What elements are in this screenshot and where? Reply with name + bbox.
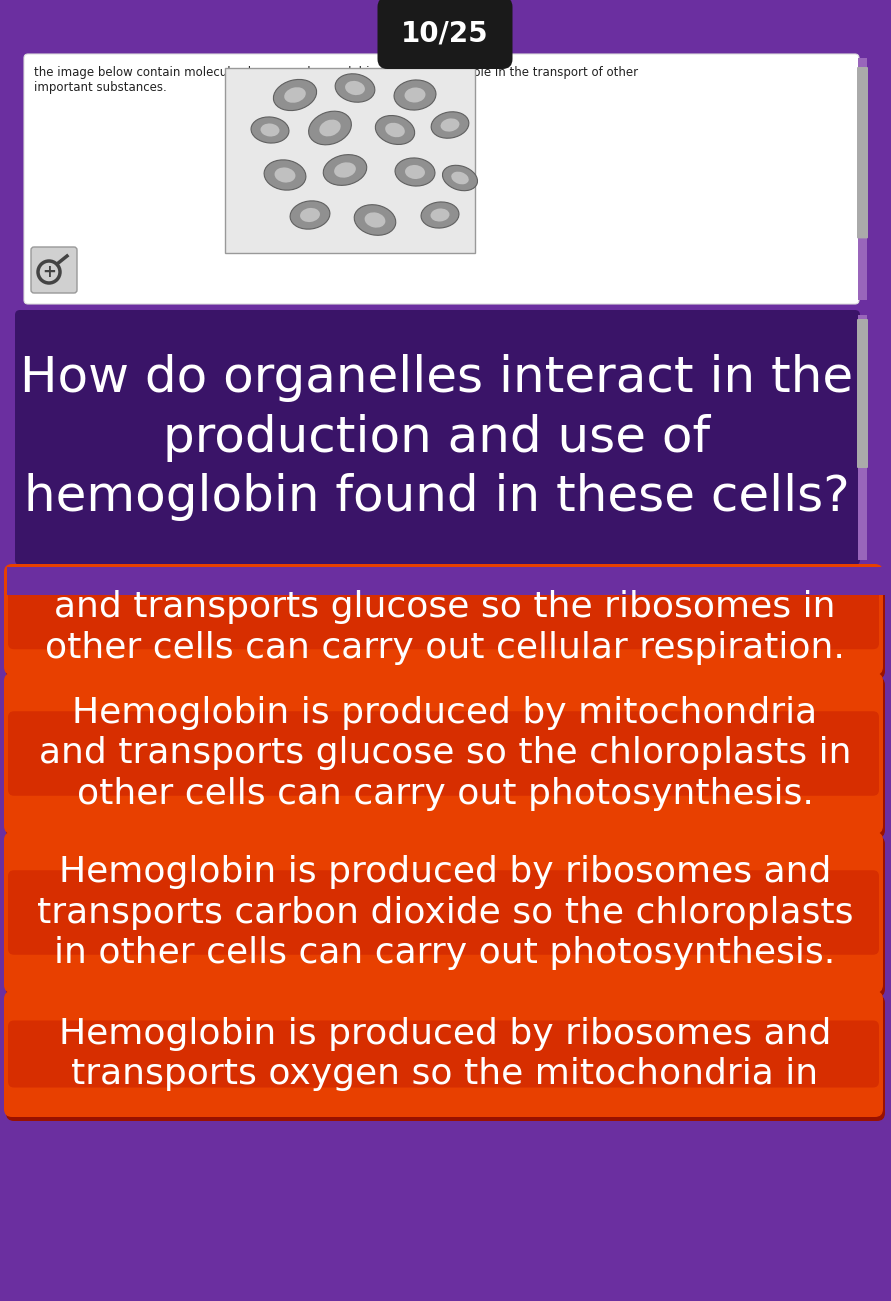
FancyBboxPatch shape xyxy=(6,837,885,997)
FancyBboxPatch shape xyxy=(6,995,885,1121)
Text: Hemoglobin is produced by ribosomes and
transports oxygen so the mitochondria in: Hemoglobin is produced by ribosomes and … xyxy=(59,1016,831,1092)
Ellipse shape xyxy=(375,116,414,144)
Ellipse shape xyxy=(274,168,296,182)
Ellipse shape xyxy=(334,163,356,178)
Ellipse shape xyxy=(443,165,478,191)
FancyBboxPatch shape xyxy=(6,569,885,679)
Text: 10/25: 10/25 xyxy=(401,20,489,47)
Ellipse shape xyxy=(405,87,426,103)
Ellipse shape xyxy=(251,117,289,143)
Text: +: + xyxy=(42,263,56,281)
FancyBboxPatch shape xyxy=(8,589,879,649)
Ellipse shape xyxy=(284,87,306,103)
FancyBboxPatch shape xyxy=(24,55,859,304)
Ellipse shape xyxy=(395,157,435,186)
Ellipse shape xyxy=(394,79,436,111)
FancyBboxPatch shape xyxy=(31,247,77,293)
FancyBboxPatch shape xyxy=(8,1020,879,1088)
FancyBboxPatch shape xyxy=(857,319,868,468)
FancyBboxPatch shape xyxy=(378,0,512,69)
FancyBboxPatch shape xyxy=(6,677,885,838)
Text: and transports glucose so the ribosomes in
other cells can carry out cellular re: and transports glucose so the ribosomes … xyxy=(45,591,845,665)
Ellipse shape xyxy=(290,200,330,229)
Ellipse shape xyxy=(431,112,469,138)
Bar xyxy=(858,59,867,301)
FancyBboxPatch shape xyxy=(4,991,883,1118)
Ellipse shape xyxy=(308,111,351,144)
FancyBboxPatch shape xyxy=(4,833,883,993)
Ellipse shape xyxy=(364,212,386,228)
Text: How do organelles interact in the
production and use of
hemoglobin found in thes: How do organelles interact in the produc… xyxy=(20,354,854,520)
Text: Hemoglobin is produced by mitochondria
and transports glucose so the chloroplast: Hemoglobin is produced by mitochondria a… xyxy=(38,696,851,812)
Ellipse shape xyxy=(440,118,460,131)
Ellipse shape xyxy=(405,165,425,180)
FancyBboxPatch shape xyxy=(4,565,883,675)
Ellipse shape xyxy=(421,202,459,228)
Ellipse shape xyxy=(335,74,375,103)
Ellipse shape xyxy=(323,155,367,185)
Ellipse shape xyxy=(385,122,405,137)
FancyBboxPatch shape xyxy=(8,870,879,955)
Ellipse shape xyxy=(274,79,316,111)
FancyBboxPatch shape xyxy=(8,712,879,796)
Ellipse shape xyxy=(260,124,280,137)
Ellipse shape xyxy=(264,160,306,190)
Bar xyxy=(225,68,475,252)
Ellipse shape xyxy=(451,172,469,185)
Text: the image below contain molecules known as hemoglobin, which plays a role in the: the image below contain molecules known … xyxy=(34,66,638,94)
Ellipse shape xyxy=(300,208,320,222)
Ellipse shape xyxy=(345,81,365,95)
FancyBboxPatch shape xyxy=(4,673,883,834)
Ellipse shape xyxy=(355,204,396,235)
Text: Hemoglobin is produced by ribosomes and
transports carbon dioxide so the chlorop: Hemoglobin is produced by ribosomes and … xyxy=(37,855,854,971)
FancyBboxPatch shape xyxy=(857,66,868,238)
Ellipse shape xyxy=(319,120,340,137)
FancyBboxPatch shape xyxy=(15,310,860,565)
Ellipse shape xyxy=(430,208,449,221)
Bar xyxy=(7,567,885,595)
Bar xyxy=(858,315,867,559)
